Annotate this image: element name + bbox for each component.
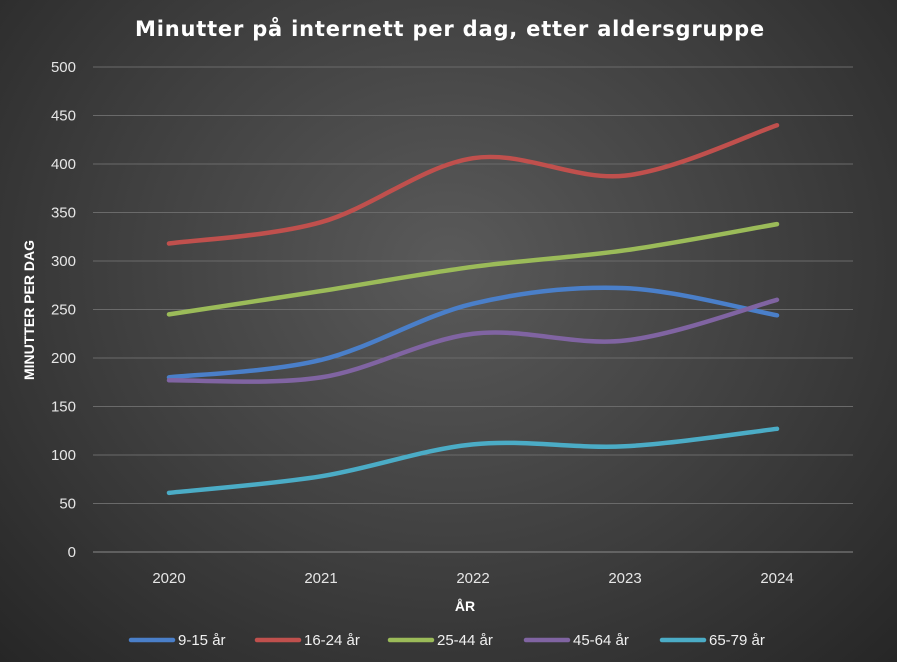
series-line-5 [166, 426, 780, 496]
series-lines [166, 122, 780, 496]
legend-label: 16-24 år [304, 632, 360, 649]
series-line-4 [166, 297, 780, 384]
y-tick-label: 450 [51, 108, 76, 125]
gridlines [93, 66, 853, 553]
series-line-3 [166, 221, 780, 317]
y-tick-label: 200 [51, 350, 76, 367]
chart-title: Minutter på internett per dag, etter ald… [135, 16, 765, 41]
y-tick-label: 100 [51, 447, 76, 464]
series-line-1 [166, 285, 780, 380]
series-line-2 [166, 122, 780, 246]
legend-item: 45-64 år [523, 632, 629, 649]
y-tick-label: 0 [68, 544, 76, 561]
y-tick-label: 50 [59, 496, 76, 513]
x-axis-ticks: 2020 2021 2022 2023 2024 [152, 570, 793, 587]
y-tick-label: 150 [51, 399, 76, 416]
y-tick-label: 400 [51, 156, 76, 173]
x-tick-label: 2023 [608, 570, 641, 587]
y-tick-label: 250 [51, 302, 76, 319]
y-axis-label: MINUTTER PER DAG [21, 240, 37, 380]
x-tick-label: 2020 [152, 570, 185, 587]
legend-item: 9-15 år [128, 632, 226, 649]
y-axis-ticks: 0 50 100 150 200 250 300 350 400 450 500 [51, 59, 76, 561]
legend-label: 45-64 år [573, 632, 629, 649]
x-axis-label: ÅR [455, 598, 475, 614]
legend-item: 25-44 år [387, 632, 493, 649]
legend-label: 25-44 år [437, 632, 493, 649]
legend-item: 65-79 år [659, 632, 765, 649]
legend-item: 16-24 år [254, 632, 360, 649]
y-tick-label: 300 [51, 253, 76, 270]
legend-label: 9-15 år [178, 632, 226, 649]
x-tick-label: 2024 [760, 570, 793, 587]
y-tick-label: 500 [51, 59, 76, 76]
x-tick-label: 2021 [304, 570, 337, 587]
legend-label: 65-79 år [709, 632, 765, 649]
legend: 9-15 år 16-24 år 25-44 år 45-64 år 65-79 år [128, 632, 765, 649]
y-tick-label: 350 [51, 205, 76, 222]
x-tick-label: 2022 [456, 570, 489, 587]
